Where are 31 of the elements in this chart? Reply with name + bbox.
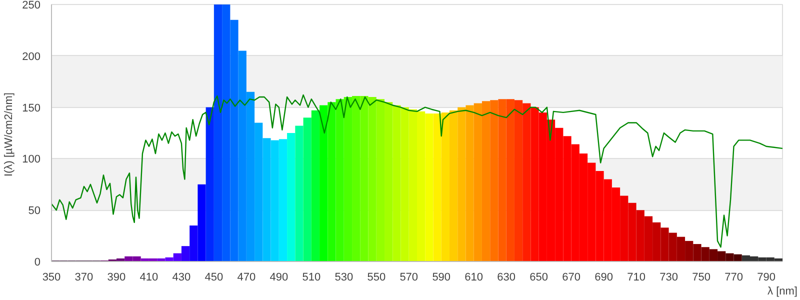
y-tick-label: 150 [22, 102, 41, 114]
x-tick-label: 430 [172, 272, 191, 284]
x-tick-label: 790 [757, 272, 776, 284]
x-axis-title: λ [nm] [768, 286, 798, 298]
y-axis-title: I(λ) [µW/cm2/nm] [3, 92, 16, 176]
x-tick-label: 610 [464, 272, 484, 284]
x-tick-label: 510 [302, 272, 321, 284]
x-tick-label: 630 [497, 272, 516, 284]
x-tick-label: 710 [627, 272, 646, 284]
y-tick-label: 0 [34, 256, 41, 268]
x-tick-label: 650 [530, 272, 548, 284]
x-tick-label: 670 [562, 272, 581, 284]
x-tick-label: 570 [400, 272, 418, 284]
y-tick-label: 100 [22, 154, 41, 166]
x-tick-label: 730 [660, 272, 678, 284]
x-tick-label: 550 [367, 272, 386, 284]
x-tick-label: 390 [107, 272, 126, 284]
x-tick-label: 590 [432, 272, 451, 284]
x-tick-label: 370 [74, 272, 94, 284]
x-tick-label: 350 [42, 272, 61, 284]
x-tick-label: 450 [204, 272, 224, 284]
y-tick-label: 250 [22, 0, 41, 12]
x-tick-label: 690 [594, 272, 613, 284]
y-tick-label: 50 [28, 205, 41, 218]
x-tick-label: 770 [724, 272, 743, 284]
x-tick-label: 410 [140, 272, 158, 284]
x-tick-label: 490 [270, 272, 288, 284]
y-tick-label: 200 [22, 50, 41, 63]
x-tick-label: 470 [237, 272, 256, 284]
x-tick-label: 750 [692, 272, 710, 284]
x-tick-label: 530 [334, 272, 354, 284]
